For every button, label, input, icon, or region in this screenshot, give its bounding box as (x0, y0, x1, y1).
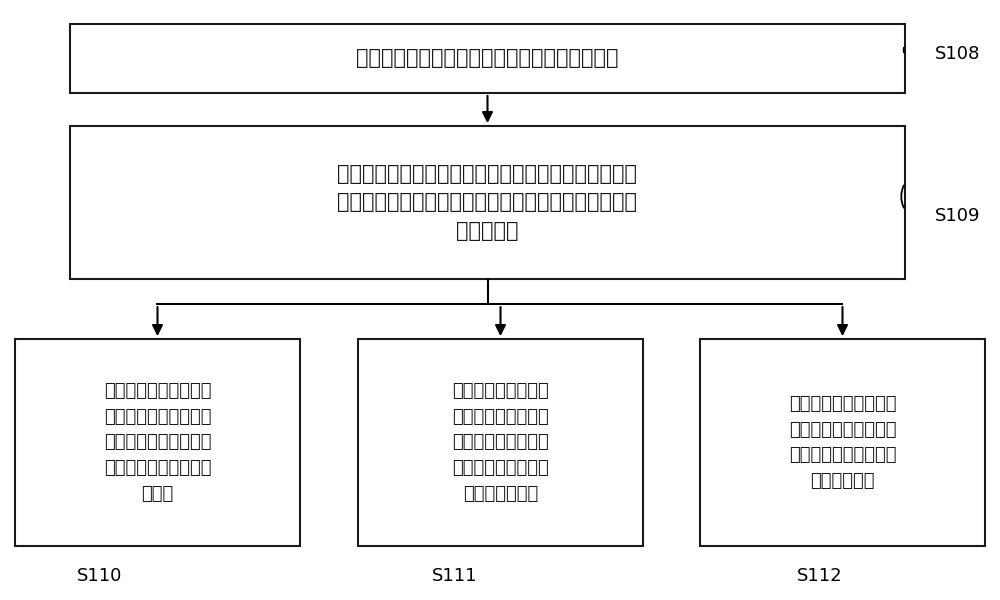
Text: 在所述排气温度大于预
设温度阈值时，对各所
述尾气参数进行均值计
算和加权计算: 在所述排气温度大于预 设温度阈值时，对各所 述尾气参数进行均值计 算和加权计算 (789, 395, 896, 490)
FancyBboxPatch shape (70, 24, 905, 93)
FancyBboxPatch shape (700, 339, 985, 546)
FancyBboxPatch shape (358, 339, 643, 546)
Text: 根据设定频率采集机动车辆尾气排放的尾气参数: 根据设定频率采集机动车辆尾气排放的尾气参数 (356, 49, 619, 68)
Text: S109: S109 (935, 207, 980, 225)
Text: 当所述尿素液位在设
定周期内，不发生变
化或者变化范围在设
定范围内，则判断当
前尾气排放超标: 当所述尿素液位在设 定周期内，不发生变 化或者变化范围在设 定范围内，则判断当 … (452, 382, 549, 503)
Text: 在设定周期内，对各所述尾气参数取各自平均值，以及
根据设定权值，对所有所述尾气参数进行加权计算，得
到加权结果: 在设定周期内，对各所述尾气参数取各自平均值，以及 根据设定权值，对所有所述尾气参… (338, 164, 638, 241)
FancyBboxPatch shape (70, 126, 905, 279)
Text: S111: S111 (432, 567, 478, 585)
FancyBboxPatch shape (15, 339, 300, 546)
Text: S112: S112 (797, 567, 843, 585)
Text: S110: S110 (77, 567, 123, 585)
Text: 若是任一所述尾气参数
的平均值或所述加权结
果不在设定标准值范围
内，则判断当前尾气排
放超标: 若是任一所述尾气参数 的平均值或所述加权结 果不在设定标准值范围 内，则判断当前… (104, 382, 211, 503)
Text: S108: S108 (935, 45, 980, 63)
